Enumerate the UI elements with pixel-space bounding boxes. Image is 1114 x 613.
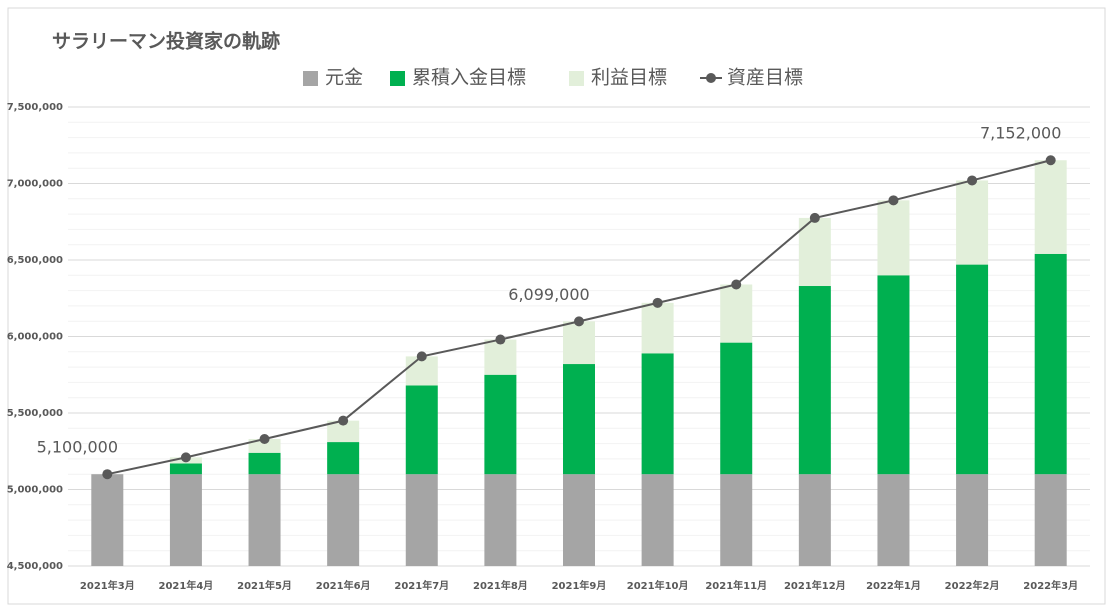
legend-label: 元金 — [325, 67, 363, 89]
legend-marker — [706, 73, 716, 83]
bar-segment — [484, 339, 517, 375]
x-tick-label: 2021年10月 — [627, 579, 689, 592]
marker — [102, 469, 113, 480]
y-tick-label: 6,000,000 — [7, 332, 63, 343]
legend-label: 資産目標 — [727, 67, 803, 89]
marker — [652, 297, 663, 308]
marker — [416, 351, 427, 362]
y-tick-label: 4,500,000 — [7, 561, 63, 572]
x-tick-label: 2022年3月 — [1023, 579, 1078, 592]
x-tick-label: 2021年6月 — [316, 579, 371, 592]
legend-swatch — [303, 71, 318, 86]
bar-segment — [720, 342, 753, 475]
legend-swatch — [569, 71, 584, 86]
legend-label: 累積入金目標 — [412, 67, 526, 89]
y-tick-label: 5,500,000 — [7, 408, 63, 419]
marker — [809, 212, 820, 223]
data-label: 7,152,000 — [980, 124, 1061, 143]
bar-segment — [720, 284, 753, 343]
y-tick-label: 7,500,000 — [7, 102, 63, 113]
x-tick-label: 2021年3月 — [80, 579, 135, 592]
marker — [731, 279, 742, 290]
bar-segment — [248, 452, 281, 475]
bar-segment — [91, 474, 124, 566]
bar-segment — [563, 364, 595, 475]
bar-segment — [327, 420, 360, 443]
x-tick-label: 2021年7月 — [394, 579, 449, 592]
bar-segment — [798, 286, 831, 475]
bar-segment — [405, 385, 438, 475]
y-tick-label: 7,000,000 — [7, 179, 63, 190]
bar-segment — [641, 302, 674, 354]
bar-segment — [877, 200, 910, 276]
bar-segment — [798, 217, 831, 287]
marker — [259, 434, 270, 445]
bar-segment — [248, 474, 281, 566]
bar-segment — [956, 474, 989, 566]
bar-segment — [641, 353, 674, 475]
bar-segment — [1034, 253, 1067, 475]
x-tick-label: 2021年9月 — [552, 579, 607, 592]
x-tick-label: 2021年12月 — [784, 579, 846, 592]
data-label: 5,100,000 — [37, 438, 118, 457]
marker — [338, 415, 349, 426]
bar-segment — [484, 474, 517, 566]
bar-segment — [405, 474, 438, 566]
y-tick-label: 6,500,000 — [7, 255, 63, 266]
bar-segment — [327, 442, 360, 475]
bar-segment — [1034, 474, 1067, 566]
marker — [574, 316, 584, 327]
bar-segment — [1034, 160, 1067, 254]
bar-segment — [248, 439, 281, 453]
x-tick-label: 2021年5月 — [237, 579, 292, 592]
bar-segment — [563, 321, 595, 365]
bar-segment — [956, 264, 989, 475]
x-tick-label: 2022年1月 — [866, 579, 921, 592]
x-tick-label: 2021年8月 — [473, 579, 528, 592]
bar-segment — [877, 474, 910, 566]
x-tick-label: 2022年2月 — [945, 579, 1000, 592]
bar-segment — [720, 474, 753, 566]
marker — [180, 452, 191, 463]
data-label: 6,099,000 — [508, 285, 589, 304]
chart-title: サラリーマン投資家の軌跡 — [52, 30, 280, 53]
bar-segment — [484, 374, 517, 475]
legend-label: 利益目標 — [591, 67, 667, 89]
bar-segment — [877, 275, 910, 475]
marker — [1045, 155, 1056, 166]
y-tick-label: 5,000,000 — [7, 485, 63, 496]
marker — [967, 175, 978, 186]
bar-segment — [563, 474, 595, 566]
legend-swatch — [390, 71, 405, 86]
marker — [495, 334, 506, 345]
bar-segment — [956, 180, 989, 265]
marker — [888, 195, 899, 206]
x-tick-label: 2021年11月 — [705, 579, 767, 592]
bar-segment — [327, 474, 360, 566]
bar-segment — [169, 474, 202, 566]
bar-segment — [169, 463, 202, 475]
bar-segment — [641, 474, 674, 566]
bar-segment — [798, 474, 831, 566]
x-tick-label: 2021年4月 — [159, 579, 214, 592]
